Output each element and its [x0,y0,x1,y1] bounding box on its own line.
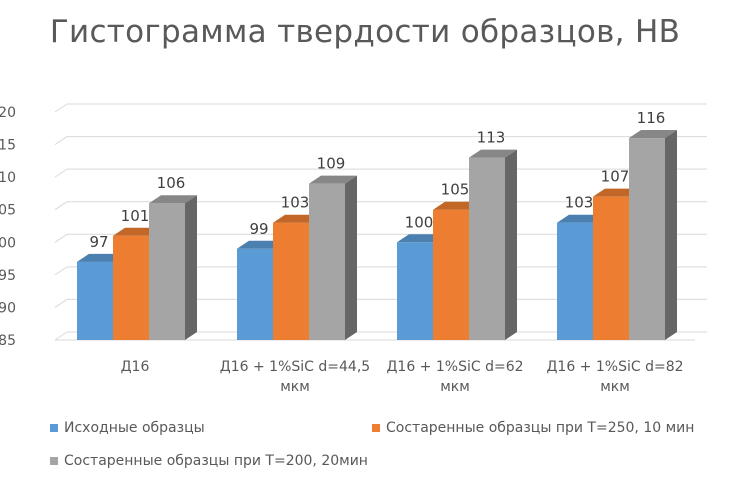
bar-top-s3-c2 [309,175,357,184]
data-label-s3-c2: 109 [317,155,346,173]
bar-top-s3-c1 [149,195,197,204]
gridline-side-3 [54,233,68,243]
legend-swatch-series-3 [50,457,58,465]
x-tick-label-4-1: Д16 + 1%SiC d=82 [546,359,683,375]
gridline-side-2 [54,266,68,276]
data-label-s1-c3: 100 [405,213,434,231]
bar-s2-c4 [593,196,629,340]
x-tick-label-3-1: Д16 + 1%SiC d=62 [386,359,523,375]
legend-item-series-3[interactable]: Состаренные образцы при Т=200, 20мин [50,453,368,469]
x-tick-label-2-2: мкм [280,379,310,395]
x-tick-label-3-2: мкм [440,379,470,395]
data-label-s3-c1: 106 [157,174,186,192]
gridline-side-0 [54,331,68,341]
data-label-s1-c4: 103 [565,194,594,212]
legend-swatch-series-1 [50,424,58,432]
bar-side-s3-c2 [345,175,357,340]
x-tick-label-2-1: Д16 + 1%SiC d=44,5 [220,359,370,375]
chart-title: Гистограмма твердости образцов, НВ [49,14,681,50]
bar-top-s3-c4 [629,130,677,139]
bar-side-s3-c3 [505,149,517,340]
y-tick-label-5: 110 [0,170,16,186]
data-label-s2-c1: 101 [121,207,150,225]
bar-top-s3-c3 [469,149,517,158]
gridline-side-6 [54,136,68,145]
data-label-s2-c2: 103 [281,194,310,212]
bar-s3-c2 [309,183,345,340]
bar-side-s3-c1 [185,195,197,340]
legend-label-series-3: Состаренные образцы при Т=200, 20мин [64,453,368,469]
bar-s1-c2 [237,248,273,340]
bar-s1-c3 [397,242,433,340]
y-tick-label-4: 105 [0,203,16,219]
bar-s2-c1 [113,235,149,340]
data-label-s1-c2: 99 [249,220,268,238]
y-tick-label-7: 120 [0,105,16,121]
legend-item-series-2[interactable]: Состаренные образцы при Т=250, 10 мин [372,420,694,436]
bar-s3-c3 [469,157,505,340]
bar-s1-c4 [557,222,593,340]
legend-label-series-2: Состаренные образцы при Т=250, 10 мин [386,420,695,436]
x-tick-label-1-1: Д16 [121,359,150,375]
legend-label-series-1: Исходные образцы [64,420,205,436]
y-tick-label-6: 115 [0,138,16,154]
bar-s3-c4 [629,138,665,340]
gridline-side-7 [54,103,68,113]
bar-s3-c1 [149,203,185,340]
data-label-s2-c4: 107 [601,168,630,186]
data-label-s2-c3: 105 [441,181,470,199]
data-label-s3-c4: 116 [637,109,666,127]
gridline-side-1 [54,299,68,308]
bar-s1-c1 [77,261,113,340]
gridline-side-5 [54,168,68,178]
y-tick-label-1: 90 [0,300,16,316]
bar-s2-c2 [273,222,309,340]
data-label-s3-c3: 113 [477,129,506,147]
legend-item-series-1[interactable]: Исходные образцы [50,420,205,436]
x-tick-label-4-2: мкм [600,379,630,395]
y-tick-label-2: 95 [0,268,16,284]
data-label-s1-c1: 97 [89,233,108,251]
y-tick-label-0: 85 [0,333,16,349]
bar-side-s3-c4 [665,130,677,340]
bar-s2-c3 [433,209,469,340]
legend-swatch-series-2 [372,424,380,432]
y-tick-label-3: 100 [0,235,16,251]
gridline-side-4 [54,201,68,211]
